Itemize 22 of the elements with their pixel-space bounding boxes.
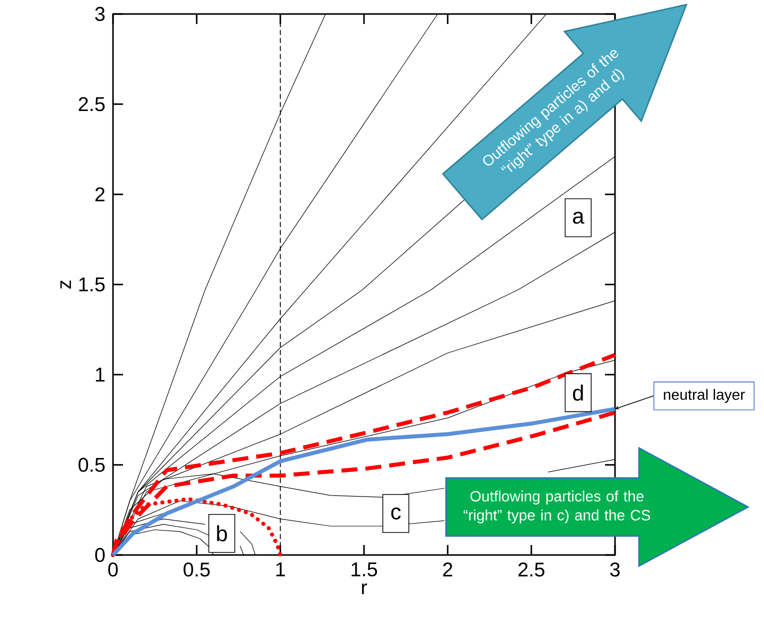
x-tick-label: 1 [276, 562, 285, 576]
y-tick-label: 2 [95, 187, 104, 202]
annotation: neutral layer [664, 388, 745, 403]
x-tick-label: 2 [443, 562, 452, 576]
y-tick-label: 2.5 [78, 97, 105, 112]
y-tick-label: 3 [95, 6, 105, 22]
annotation: d [573, 384, 583, 401]
x-tick-label: 2.5 [518, 562, 544, 577]
annotation: Outflowing particles of the “right” type in c) and the CS [464, 490, 650, 524]
x-tick-label: 1.5 [352, 562, 378, 576]
annotation: c [391, 508, 401, 520]
y-tick-label: 1 [96, 368, 105, 382]
x-tick-label: 3 [610, 562, 620, 577]
x-tick-label: 0 [108, 562, 118, 577]
x-axis-title: r [362, 583, 367, 594]
annotation: a [573, 212, 584, 224]
x-tick-label: 0.5 [184, 562, 210, 577]
annotation: b [217, 525, 227, 542]
y-tick-label: 0 [95, 548, 105, 562]
y-axis-title: z [60, 280, 71, 289]
y-tick-label: 0.5 [78, 458, 105, 472]
y-tick-label: 1.5 [79, 278, 105, 292]
